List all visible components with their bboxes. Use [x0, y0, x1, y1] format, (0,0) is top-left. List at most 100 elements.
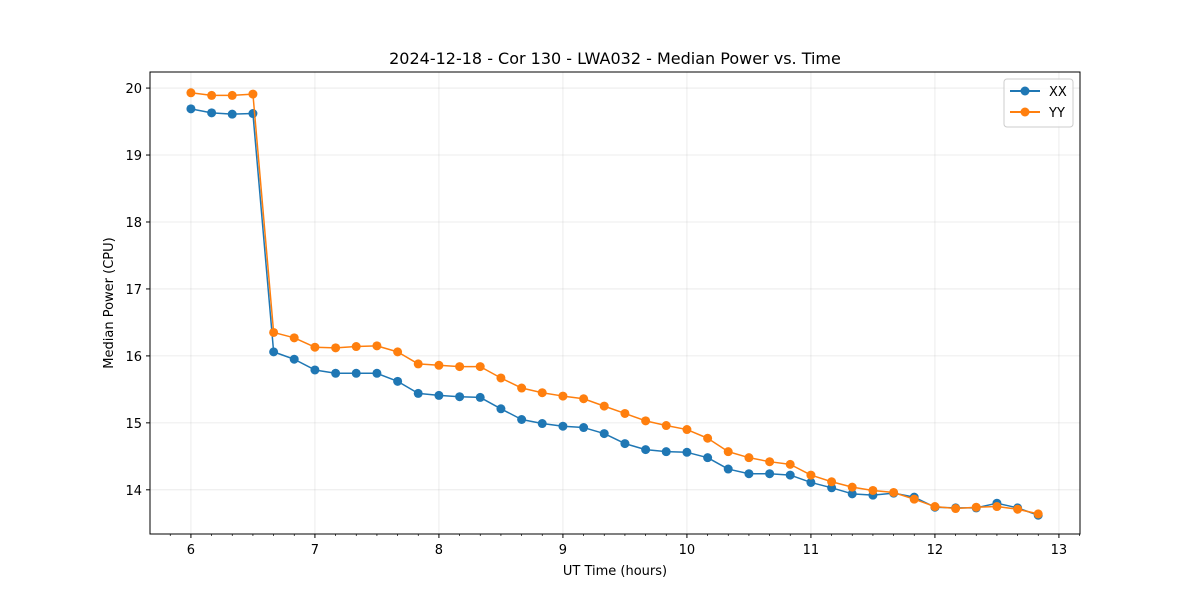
series-xx-point: [351, 368, 361, 378]
series-yy-point: [331, 343, 341, 353]
series-xx-point: [682, 447, 692, 457]
series-yy-point: [517, 383, 527, 393]
series-yy-point: [1013, 504, 1023, 514]
series-yy-point: [620, 408, 630, 418]
series-yy-point: [269, 327, 279, 337]
series-xx-point: [248, 109, 258, 119]
series-yy-point: [455, 362, 465, 372]
series-xx-point: [599, 429, 609, 439]
series-xx-point: [207, 108, 217, 118]
series-yy-point: [207, 90, 217, 100]
series-yy-point: [227, 90, 237, 100]
series-yy-point: [827, 477, 837, 487]
x-tick-label: 11: [803, 543, 820, 558]
series-yy-point: [889, 487, 899, 497]
series-xx-point: [310, 365, 320, 375]
series-xx-point: [703, 453, 713, 463]
x-tick-label: 8: [435, 543, 443, 558]
x-tick-label: 9: [559, 543, 567, 558]
legend-xx-label: XX: [1049, 85, 1067, 100]
series-xx-point: [269, 347, 279, 357]
series-yy-point: [785, 459, 795, 469]
series-xx-point: [537, 419, 547, 429]
series-yy-point: [579, 394, 589, 404]
series-yy-point: [413, 359, 423, 369]
chart-title: 2024-12-18 - Cor 130 - LWA032 - Median P…: [389, 49, 841, 68]
series-xx-point: [413, 388, 423, 398]
legend-yy-marker: [1020, 107, 1030, 117]
series-yy-point: [186, 88, 196, 98]
series-yy-point: [930, 502, 940, 512]
y-tick-label: 14: [125, 484, 142, 499]
series-layer: [186, 88, 1043, 520]
y-axis-title: Median Power (CPU): [102, 237, 117, 368]
y-tick-label: 20: [125, 82, 142, 97]
y-tick-label: 18: [125, 216, 142, 231]
plot-frame: [149, 71, 1081, 535]
series-xx-point: [641, 445, 651, 455]
series-yy-point: [496, 373, 506, 383]
series-yy-point: [1033, 509, 1043, 519]
series-xx-point: [765, 469, 775, 479]
series-xx-point: [393, 376, 403, 386]
x-tick-label: 6: [187, 543, 195, 558]
series-yy-point: [434, 360, 444, 370]
legend: XX YY: [1003, 78, 1074, 128]
y-tick-label: 16: [125, 350, 142, 365]
series-xx-point: [496, 404, 506, 414]
x-tick-label: 10: [679, 543, 696, 558]
y-tick-label: 15: [125, 417, 142, 432]
x-tick-label: 13: [1051, 543, 1068, 558]
series-xx-point: [620, 439, 630, 449]
series-xx-point: [661, 447, 671, 457]
series-yy-point: [909, 494, 919, 504]
series-yy-point: [475, 362, 485, 372]
series-xx-point: [785, 470, 795, 480]
x-tick-label: 7: [311, 543, 319, 558]
x-tick-label: 12: [927, 543, 944, 558]
series-yy-point: [765, 457, 775, 467]
series-xx-point: [558, 421, 568, 431]
series-yy-point: [310, 342, 320, 352]
series-xx-point: [331, 368, 341, 378]
series-xx-point: [847, 489, 857, 499]
series-xx-point: [434, 390, 444, 400]
series-yy-point: [682, 425, 692, 435]
series-xx-point: [744, 469, 754, 479]
series-yy-point: [351, 342, 361, 352]
series-yy-point: [703, 433, 713, 443]
series-yy-point: [558, 391, 568, 401]
y-tick-label: 17: [125, 283, 142, 298]
series-xx-point: [227, 109, 237, 119]
series-yy-point: [661, 421, 671, 431]
series-xx-point: [455, 392, 465, 402]
series-yy-point: [951, 504, 961, 514]
series-yy-point: [537, 388, 547, 398]
series-yy-point: [744, 453, 754, 463]
series-yy-point: [868, 485, 878, 495]
series-xx-point: [372, 368, 382, 378]
series-xx-point: [806, 477, 816, 487]
ticks-layer: 6 7 8 9 10 11 12 13 14 15 16 17 18 19 20: [125, 82, 1080, 558]
series-yy-point: [372, 341, 382, 351]
series-xx-point: [186, 104, 196, 114]
y-tick-label: 19: [125, 149, 142, 164]
series-yy-point: [599, 401, 609, 411]
plot-area: [150, 72, 1080, 534]
series-yy-point: [847, 482, 857, 492]
series-yy-point: [641, 416, 651, 426]
series-xx-point: [579, 423, 589, 433]
series-yy-point: [289, 333, 299, 343]
legend-yy-label: YY: [1048, 106, 1065, 121]
series-xx-point: [289, 354, 299, 364]
series-yy-point: [992, 502, 1002, 512]
x-axis-title: UT Time (hours): [563, 564, 667, 579]
series-yy-point: [971, 502, 981, 512]
series-xx-point: [723, 464, 733, 474]
series-xx-point: [517, 415, 527, 424]
series-yy-point: [806, 470, 816, 480]
series-yy-point: [248, 89, 258, 99]
legend-xx-marker: [1020, 86, 1030, 96]
grid-layer: [150, 72, 1080, 534]
